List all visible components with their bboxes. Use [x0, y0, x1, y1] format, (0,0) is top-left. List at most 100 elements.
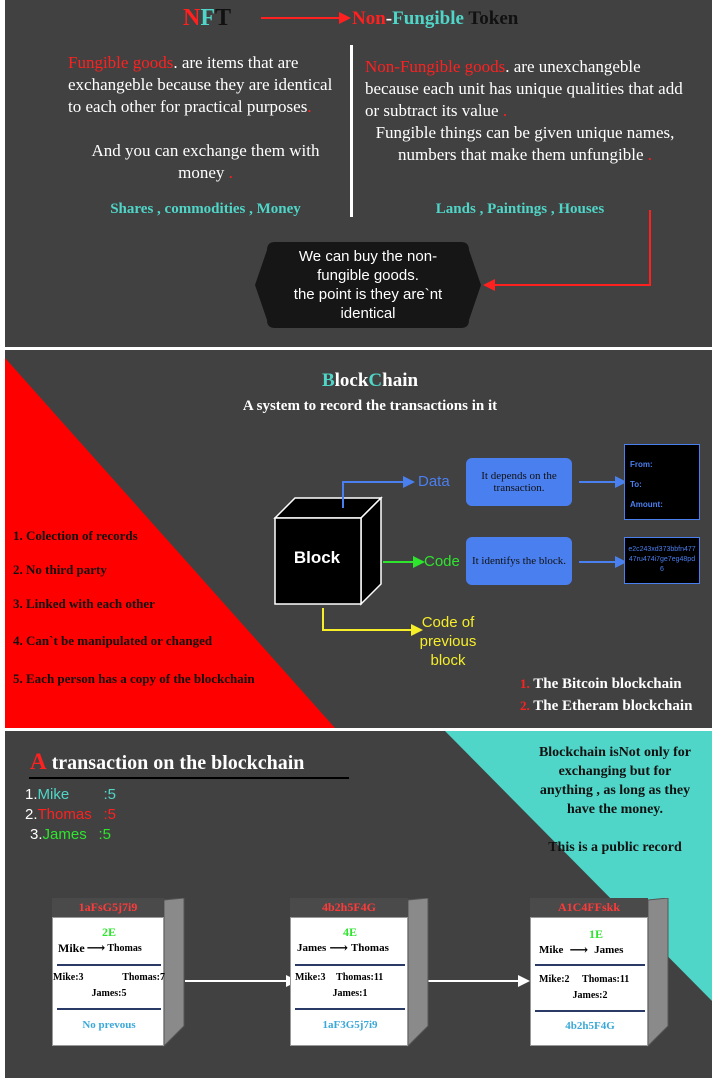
- non-fungible-dot: .: [498, 101, 508, 120]
- previous-code-line-1: Code of: [421, 614, 475, 631]
- block-cube-icon: [273, 496, 383, 606]
- block-connectors: [322, 476, 627, 636]
- block-divider: [535, 964, 645, 966]
- block-balance-b: Thomas:11: [336, 972, 384, 983]
- block-balance-a: Mike:2: [539, 974, 570, 985]
- callout-line-3: the point is they are`nt: [293, 286, 443, 303]
- nft-title-t: T: [215, 5, 232, 31]
- balance-list: 1.Mike:5 2.Thomas:5 3.James:5: [25, 785, 116, 845]
- callout-line-1: We can buy the non-: [298, 248, 438, 265]
- block-amount: 4E: [342, 925, 357, 939]
- block-balance-c: James:1: [332, 988, 368, 999]
- non-fungible-unique-text: Fungible things can be given unique name…: [375, 123, 675, 164]
- balance-num: 1.: [25, 786, 38, 803]
- transfer-arrow-icon: ⟶: [569, 942, 589, 957]
- arrow-right-icon: [261, 12, 351, 24]
- block-to: James: [594, 944, 624, 956]
- transaction-block: A1C4FFskk 1E Mike ⟶ James Mike:2 Thomas:…: [530, 898, 670, 1048]
- block-balance-b: Thomas:11: [582, 974, 630, 985]
- block-previous: 4b2h5F4G: [565, 1020, 615, 1032]
- balance-amount: :5: [103, 786, 117, 803]
- column-divider: [350, 45, 353, 217]
- fungible-highlight: Fungible goods: [68, 53, 174, 72]
- transfer-arrow-icon: ⟶: [86, 940, 106, 955]
- note-line: exchanging but for: [558, 764, 672, 779]
- note-line: anything , as long as they: [539, 783, 691, 798]
- expansion-dash: -: [385, 8, 393, 29]
- block-from: Mike: [539, 944, 564, 956]
- transaction-panel: A transaction on the blockchain 1.Mike:5…: [5, 731, 712, 1078]
- block-divider: [535, 1010, 645, 1012]
- nft-panel: NFT Non-Fungible Token Fungible goods. a…: [5, 0, 712, 347]
- block-body: 2E Mike ⟶ Thomas Mike:3 Thomas:7 James:5…: [52, 917, 165, 1046]
- code-description-box: It identifys the block.: [466, 537, 572, 585]
- example-num: 2.: [520, 698, 530, 713]
- block-balances: Mike:2 Thomas:11: [539, 974, 651, 985]
- title-hain: hain: [382, 370, 419, 391]
- expansion-fungible: Fungible: [392, 8, 464, 29]
- code-label: Code: [424, 553, 460, 570]
- previous-code-line-3: block: [430, 652, 466, 669]
- balance-amount: :5: [103, 806, 117, 823]
- block-previous: No prevous: [82, 1019, 136, 1031]
- data-description: It depends on the transaction.: [481, 470, 557, 494]
- property-list: 1. Colection of records 2. No third part…: [13, 528, 333, 687]
- example-text: The Bitcoin blockchain: [529, 676, 682, 692]
- balance-name: Mike: [37, 786, 70, 803]
- note-line: have the money.: [566, 802, 664, 817]
- record-to: To:: [630, 480, 642, 489]
- block-label: Block: [293, 548, 341, 567]
- balance-num: 3.: [30, 826, 43, 843]
- fungible-definition: Fungible goods. are items that are excha…: [68, 52, 343, 118]
- transaction-block: 4b2h5F4G 4E James ⟶ Thomas Mike:3 Thomas…: [290, 898, 430, 1048]
- non-fungible-examples: Lands , Paintings , Houses: [435, 201, 605, 217]
- block-balances: Mike:3 Thomas:7: [53, 972, 165, 983]
- fungible-exchange-dot: .: [224, 163, 233, 182]
- balance-name: Thomas: [37, 806, 92, 823]
- callout-shape: [255, 242, 481, 328]
- nft-expansion: Non-Fungible Token: [352, 8, 518, 30]
- red-triangle: [5, 358, 335, 728]
- block-divider: [295, 1008, 405, 1010]
- transaction-block: 1aFsG5j7i9 2E Mike ⟶ Thomas Mike:3 Thoma…: [52, 898, 192, 1048]
- fungible-exchange: And you can exchange them with money .: [68, 140, 343, 184]
- block-balances: Mike:3 Thomas:11: [295, 972, 407, 983]
- block-divider: [57, 964, 161, 966]
- transfer-arrow-icon: ⟶: [329, 940, 348, 955]
- blockchain-title: BlockChain: [225, 370, 515, 392]
- previous-code-label: Code of previous block: [409, 613, 487, 670]
- nft-title-n: N: [183, 5, 201, 31]
- block-from: James: [297, 942, 327, 954]
- block-transfer: Mike ⟶ Thomas: [58, 940, 162, 956]
- blockchain-subtitle: A system to record the transactions in i…: [242, 398, 498, 414]
- nft-title: NFT: [183, 5, 231, 32]
- callout-text: We can buy the non- fungible goods. the …: [275, 247, 461, 323]
- non-fungible-unique-dot: .: [643, 145, 652, 164]
- note-line: Blockchain isNot only for: [538, 745, 692, 760]
- property-item: 3. Linked with each other: [13, 596, 155, 611]
- block-previous: 1aF3G5j7i9: [322, 1019, 378, 1031]
- record-from: From:: [630, 460, 653, 469]
- non-fungible-text: . are unexchangeble because each unit ha…: [365, 57, 683, 120]
- fungible-text: . are items that are exchangeble because…: [68, 53, 333, 116]
- block-amount: 1E: [588, 927, 603, 941]
- example-text: The Etheram blockchain: [529, 698, 693, 714]
- balance-num: 2.: [25, 806, 38, 823]
- transaction-title: A transaction on the blockchain: [30, 749, 304, 775]
- block-to: Thomas: [350, 942, 389, 954]
- example-item: 1. The Bitcoin blockchain: [520, 673, 692, 695]
- property-item: 5. Each person has a copy of the blockch…: [13, 671, 255, 686]
- block-balance-a: Mike:3: [53, 972, 84, 983]
- block-side-icon: [647, 898, 669, 1048]
- fungible-examples: Shares , commodities , Money: [110, 201, 301, 217]
- record-box: From: To: Amount:: [624, 444, 700, 520]
- block-balance-c: James:5: [91, 988, 127, 999]
- fungible-dot: .: [307, 97, 312, 116]
- non-fungible-highlight: Non-Fungible goods: [365, 57, 506, 76]
- property-item: 2. No third party: [13, 562, 107, 577]
- expansion-non: Non: [352, 8, 386, 29]
- block-to: Thomas: [107, 942, 142, 954]
- block-balance-c: James:2: [572, 990, 608, 1001]
- code-description: It identifys the block.: [471, 555, 567, 567]
